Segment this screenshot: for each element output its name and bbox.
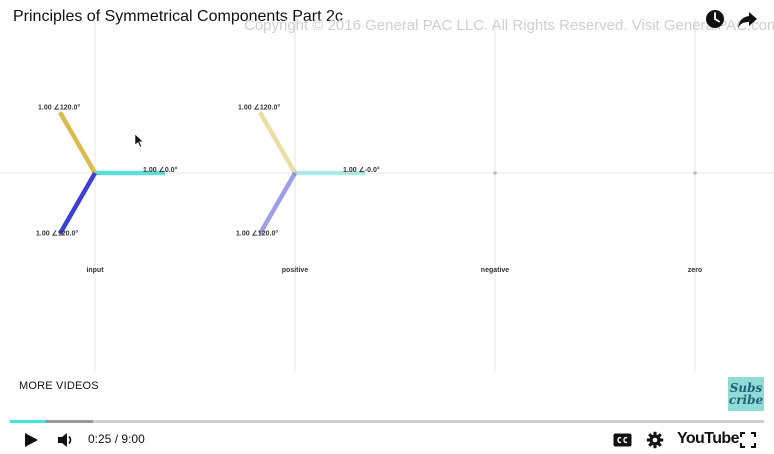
time-separator: / <box>114 432 119 446</box>
phasor-label-positive-0: 1.00 ∠120.0° <box>238 103 280 111</box>
panel-label-positive: positive <box>282 267 309 274</box>
progress-buffered <box>10 420 93 423</box>
fullscreen-button[interactable] <box>739 431 757 454</box>
phasor-label-positive-1: 1.00 ∠-0.0° <box>343 166 380 174</box>
share-arrow-icon[interactable] <box>737 8 759 30</box>
play-button[interactable] <box>22 431 40 454</box>
origin-dot-zero <box>693 171 697 175</box>
panel-label-negative: negative <box>481 267 510 274</box>
gear-icon <box>646 431 664 449</box>
current-time: 0:25 <box>88 432 112 446</box>
volume-icon <box>58 433 72 447</box>
youtube-logo[interactable]: YouTube <box>677 430 739 447</box>
axes <box>0 18 774 372</box>
subscribe-label-line2: cribe <box>728 393 764 407</box>
phasor-label-input-1: 1.00 ∠0.0° <box>143 166 178 174</box>
settings-button[interactable] <box>646 431 664 454</box>
panel-label-input: input <box>86 267 104 274</box>
progress-played <box>10 420 45 423</box>
cc-icon <box>613 433 632 447</box>
subscribe-button[interactable]: Subs cribe <box>728 377 764 411</box>
label-layer: 1.00 ∠120.0° 1.00 ∠0.0° 1.00 ∠120.0° input 1… <box>36 103 702 274</box>
progress-bar[interactable] <box>10 420 764 423</box>
phasor-input-0 <box>58 111 97 175</box>
more-videos-button[interactable]: MORE VIDEOS <box>19 380 99 392</box>
time-display: 0:25 / 9:00 <box>88 432 145 446</box>
copyright-watermark: Copyright © 2016 General PAC LLC. All Ri… <box>244 17 774 34</box>
fullscreen-icon <box>740 432 756 448</box>
play-icon <box>25 433 38 447</box>
volume-button[interactable] <box>56 431 74 454</box>
captions-button[interactable] <box>613 432 632 453</box>
video-title[interactable]: Principles of Symmetrical Components Par… <box>13 8 343 25</box>
phasor-layer <box>58 111 697 235</box>
phasor-positive-0 <box>258 111 297 175</box>
phasor-positive-2 <box>258 171 297 235</box>
phasor-label-positive-2: 1.00 ∠120.0° <box>236 230 278 238</box>
clock-icon[interactable] <box>704 8 726 30</box>
phasor-input-2 <box>58 171 97 235</box>
phasor-label-input-0: 1.00 ∠120.0° <box>38 103 80 111</box>
mouse-pointer-icon <box>134 133 144 148</box>
subscribe-label-line1: Subs <box>729 381 763 395</box>
panel-label-zero: zero <box>688 267 702 274</box>
phasor-label-input-2: 1.00 ∠120.0° <box>36 230 78 238</box>
duration: 9:00 <box>121 432 145 446</box>
origin-dot-negative <box>493 171 497 175</box>
